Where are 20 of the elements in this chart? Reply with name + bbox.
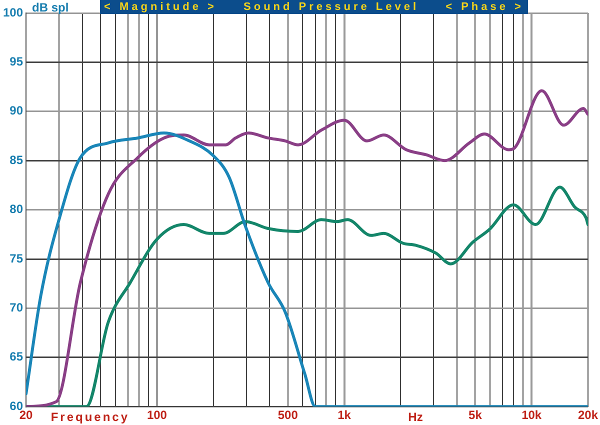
- x-tick-label: 500: [278, 408, 298, 422]
- y-tick-label: 70: [10, 300, 24, 315]
- y-tick-label: 75: [10, 251, 24, 266]
- chart-title: Sound Pressure Level: [244, 0, 420, 14]
- y-tick-label: 100: [2, 5, 24, 20]
- x-tick-label: 100: [146, 408, 168, 422]
- text: Hz: [408, 410, 423, 424]
- x-axis-title: Frequency: [50, 410, 130, 424]
- text: < Magnitude >: [104, 0, 217, 14]
- y-tick-label: 95: [10, 54, 24, 69]
- x-tick-label: 10k: [522, 408, 542, 422]
- text: < Phase >: [446, 0, 524, 14]
- y-tick-label: 80: [10, 202, 24, 216]
- x-tick-label: 20k: [578, 408, 598, 422]
- x-tick-label: 5k: [468, 408, 482, 422]
- y-tick-label: 85: [10, 152, 24, 167]
- x-tick-label: 1k: [338, 408, 352, 422]
- y-tick-label: 65: [10, 350, 24, 364]
- y-axis-title: dB spl: [32, 0, 69, 14]
- y-tick-label: 90: [10, 104, 24, 118]
